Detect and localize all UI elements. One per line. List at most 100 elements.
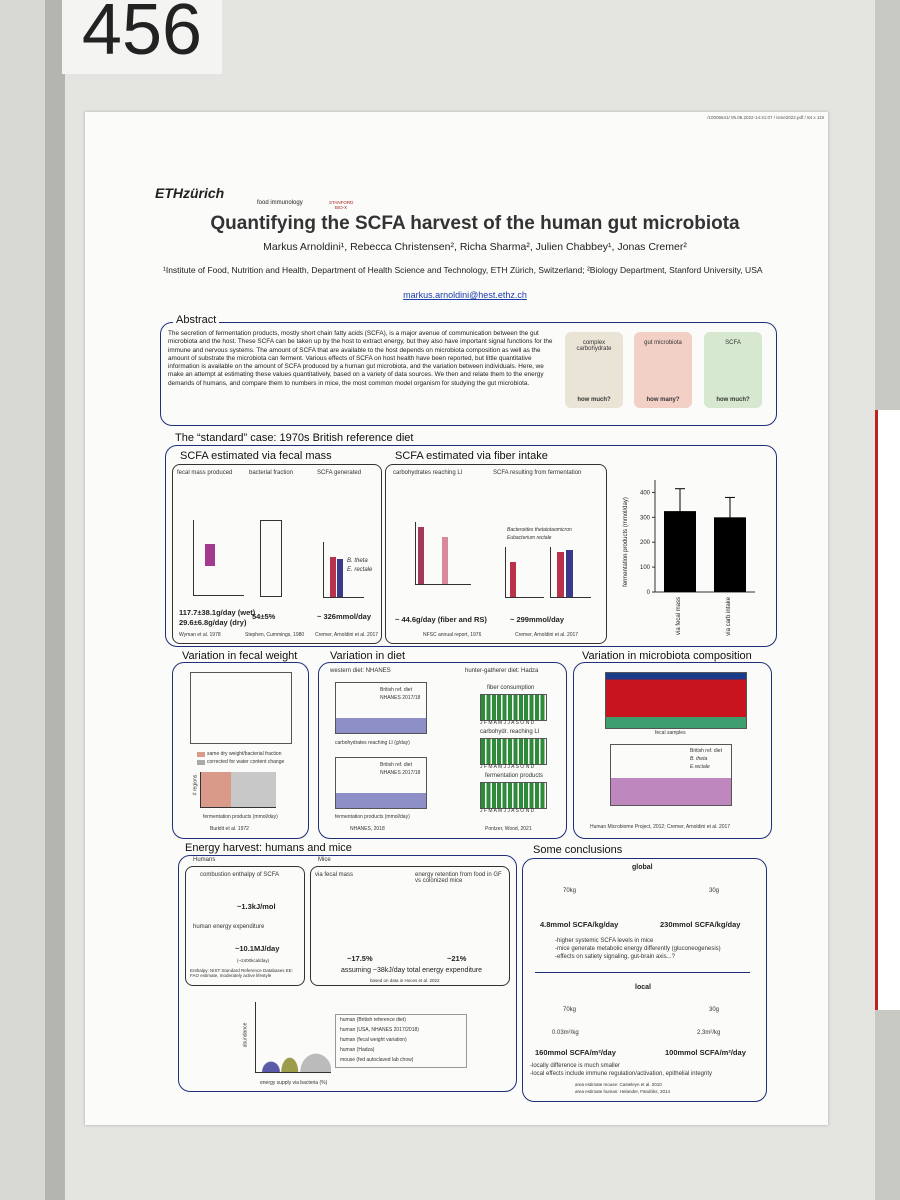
- y-tick-label: 200: [640, 540, 651, 546]
- source: area estimate mouse: Casteleyn et al. 20…: [575, 1082, 662, 1087]
- diagram-label: how much?: [716, 397, 750, 403]
- panel-label: carbohydr. reaching LI: [480, 729, 540, 735]
- abstract-heading: Abstract: [173, 314, 220, 326]
- bar: [330, 557, 336, 597]
- abstract-box: [160, 322, 777, 426]
- result: ~ 326mmol/day: [317, 612, 371, 621]
- source: Cremer, Arnoldini et al. 2017: [515, 632, 579, 638]
- legend-label: human (USA, NHANES 2017/2018): [340, 1027, 419, 1033]
- mass: 30g: [709, 1007, 720, 1013]
- abstract-text: The secretion of fermentation products, …: [168, 330, 553, 387]
- bar: [557, 552, 564, 597]
- legend-swatch: [197, 760, 205, 765]
- diagram-label: how much?: [577, 397, 611, 403]
- poster-number: 456: [62, 0, 222, 74]
- file-info: /10006641/ 05.08.2022-14:41:07 / isme202…: [707, 115, 824, 120]
- legend-swatch: [197, 752, 205, 757]
- panel-label: fermentation products: [485, 773, 544, 779]
- y-tick-label: 400: [640, 490, 651, 496]
- sub-heading: Mice: [318, 857, 331, 863]
- result: 29.6±6.8g/day (dry): [179, 618, 247, 627]
- month-labels: J F M A M J J A S O N D: [480, 808, 535, 814]
- x-tick-label: via carb intake: [726, 596, 732, 635]
- source: based on data in Hoces et al. 2022: [370, 978, 440, 983]
- source: Pontzer, Wood, 2021: [485, 826, 532, 832]
- bar: [510, 562, 516, 597]
- bar: [418, 527, 424, 584]
- label: assuming ~38kJ/day total energy expendit…: [341, 967, 483, 974]
- density-plot: [255, 1002, 331, 1073]
- plot-frame: [260, 520, 282, 597]
- panel-heading: SCFA estimated via fiber intake: [395, 450, 548, 462]
- mass: 70kg: [563, 1007, 577, 1013]
- diagram-box: [634, 332, 692, 408]
- y-tick-label: 300: [640, 515, 651, 521]
- section-heading: The “standard” case: 1970s British refer…: [175, 432, 414, 444]
- source: Enthalpy: NIST Standard Reference Databa…: [190, 968, 293, 978]
- legend-label: British ref. diet: [690, 748, 722, 754]
- x-axis-label: fermentation products (mmol/day): [335, 814, 410, 820]
- plot-frame: [323, 542, 364, 598]
- value: ~17.5%: [347, 954, 373, 963]
- bar: [337, 559, 343, 597]
- source: Human Microbiome Project, 2012; Cremer, …: [590, 824, 731, 830]
- bullet: -effects on satiety signaling, gut-brain…: [555, 954, 675, 960]
- y-axis-label: fermentation products (mmol/day): [623, 497, 629, 587]
- x-axis-label: fecal samples: [655, 730, 686, 736]
- legend-label: Bacteroides thetaiotaomicron: [507, 527, 572, 533]
- plot-frame: [415, 522, 471, 585]
- value: ~1.3kJ/mol: [237, 902, 276, 911]
- area: 2.3m²/kg: [697, 1030, 721, 1036]
- y-tick-label: 100: [640, 565, 651, 571]
- panel-heading: SCFA estimated via fecal mass: [180, 450, 332, 462]
- legend-label: human (Hadza): [340, 1047, 375, 1053]
- result: ~ 299mmol/day: [510, 615, 564, 624]
- diagram-label: how many?: [646, 397, 680, 403]
- column-label: bacterial fraction: [249, 470, 294, 476]
- column-label: fecal mass produced: [177, 470, 233, 476]
- bar-group: [480, 782, 547, 809]
- diet-label: hunter-gatherer diet: Hadza: [465, 668, 539, 674]
- value: 4.8mmol SCFA/kg/day: [540, 920, 619, 929]
- legend-label: B. theta: [690, 756, 708, 762]
- source: NFSC annual report, 1976: [423, 632, 482, 638]
- legend-label: British ref. diet: [380, 687, 412, 693]
- histogram: [200, 772, 276, 808]
- value: ~21%: [447, 954, 467, 963]
- diagram-box: [704, 332, 762, 408]
- column-label: SCFA generated: [317, 470, 362, 476]
- bar: [566, 550, 573, 597]
- x-axis-label: carbohydrates reaching LI (g/day): [335, 740, 410, 746]
- bar-chart: fermentation products (mmol/day) 0 100 200…: [623, 480, 755, 636]
- diagram-box: [565, 332, 623, 408]
- area: 0.03m²/kg: [552, 1030, 579, 1036]
- panel-heading: Variation in diet: [328, 650, 408, 662]
- authors: Markus Arnoldini¹, Rebecca Christensen²,…: [263, 241, 687, 253]
- logo: STANFORD BIO-X: [329, 200, 354, 210]
- value: ~10.1MJ/day: [235, 944, 280, 953]
- plot-frame: [193, 520, 244, 596]
- section-heading: Energy harvest: humans and mice: [185, 842, 352, 854]
- x-axis-label: fermentation products (mmol/day): [203, 814, 278, 820]
- legend-label: same dry weight/bacterial fraction: [207, 751, 282, 757]
- composition-plot: [605, 672, 747, 729]
- x-axis-label: energy supply via bacteria (%): [260, 1080, 328, 1086]
- label: human energy expenditure: [193, 924, 265, 930]
- label: combustion enthalpy of SCFA: [200, 872, 280, 878]
- fecal-panel: [172, 464, 382, 644]
- value: (~2400kcal/day): [237, 958, 270, 963]
- legend-label: human (fecal weight variation): [340, 1037, 407, 1043]
- legend-label: NHANES 2017/18: [380, 695, 421, 701]
- legend-label: B. theta: [347, 558, 368, 564]
- divider: [535, 972, 750, 973]
- mass: 30g: [709, 888, 720, 894]
- title: Quantifying the SCFA harvest of the huma…: [210, 213, 740, 234]
- board-frame: [45, 0, 65, 1200]
- microbiota-box: [573, 662, 772, 839]
- y-axis-label: # regions: [192, 774, 199, 796]
- legend-label: corrected for water content change: [207, 759, 285, 765]
- logo: ETHzürich: [155, 185, 225, 201]
- legend-label: British ref. diet: [380, 762, 412, 768]
- bullet: -mice generate metabolic energy differen…: [555, 946, 721, 952]
- bar-group: [480, 694, 547, 721]
